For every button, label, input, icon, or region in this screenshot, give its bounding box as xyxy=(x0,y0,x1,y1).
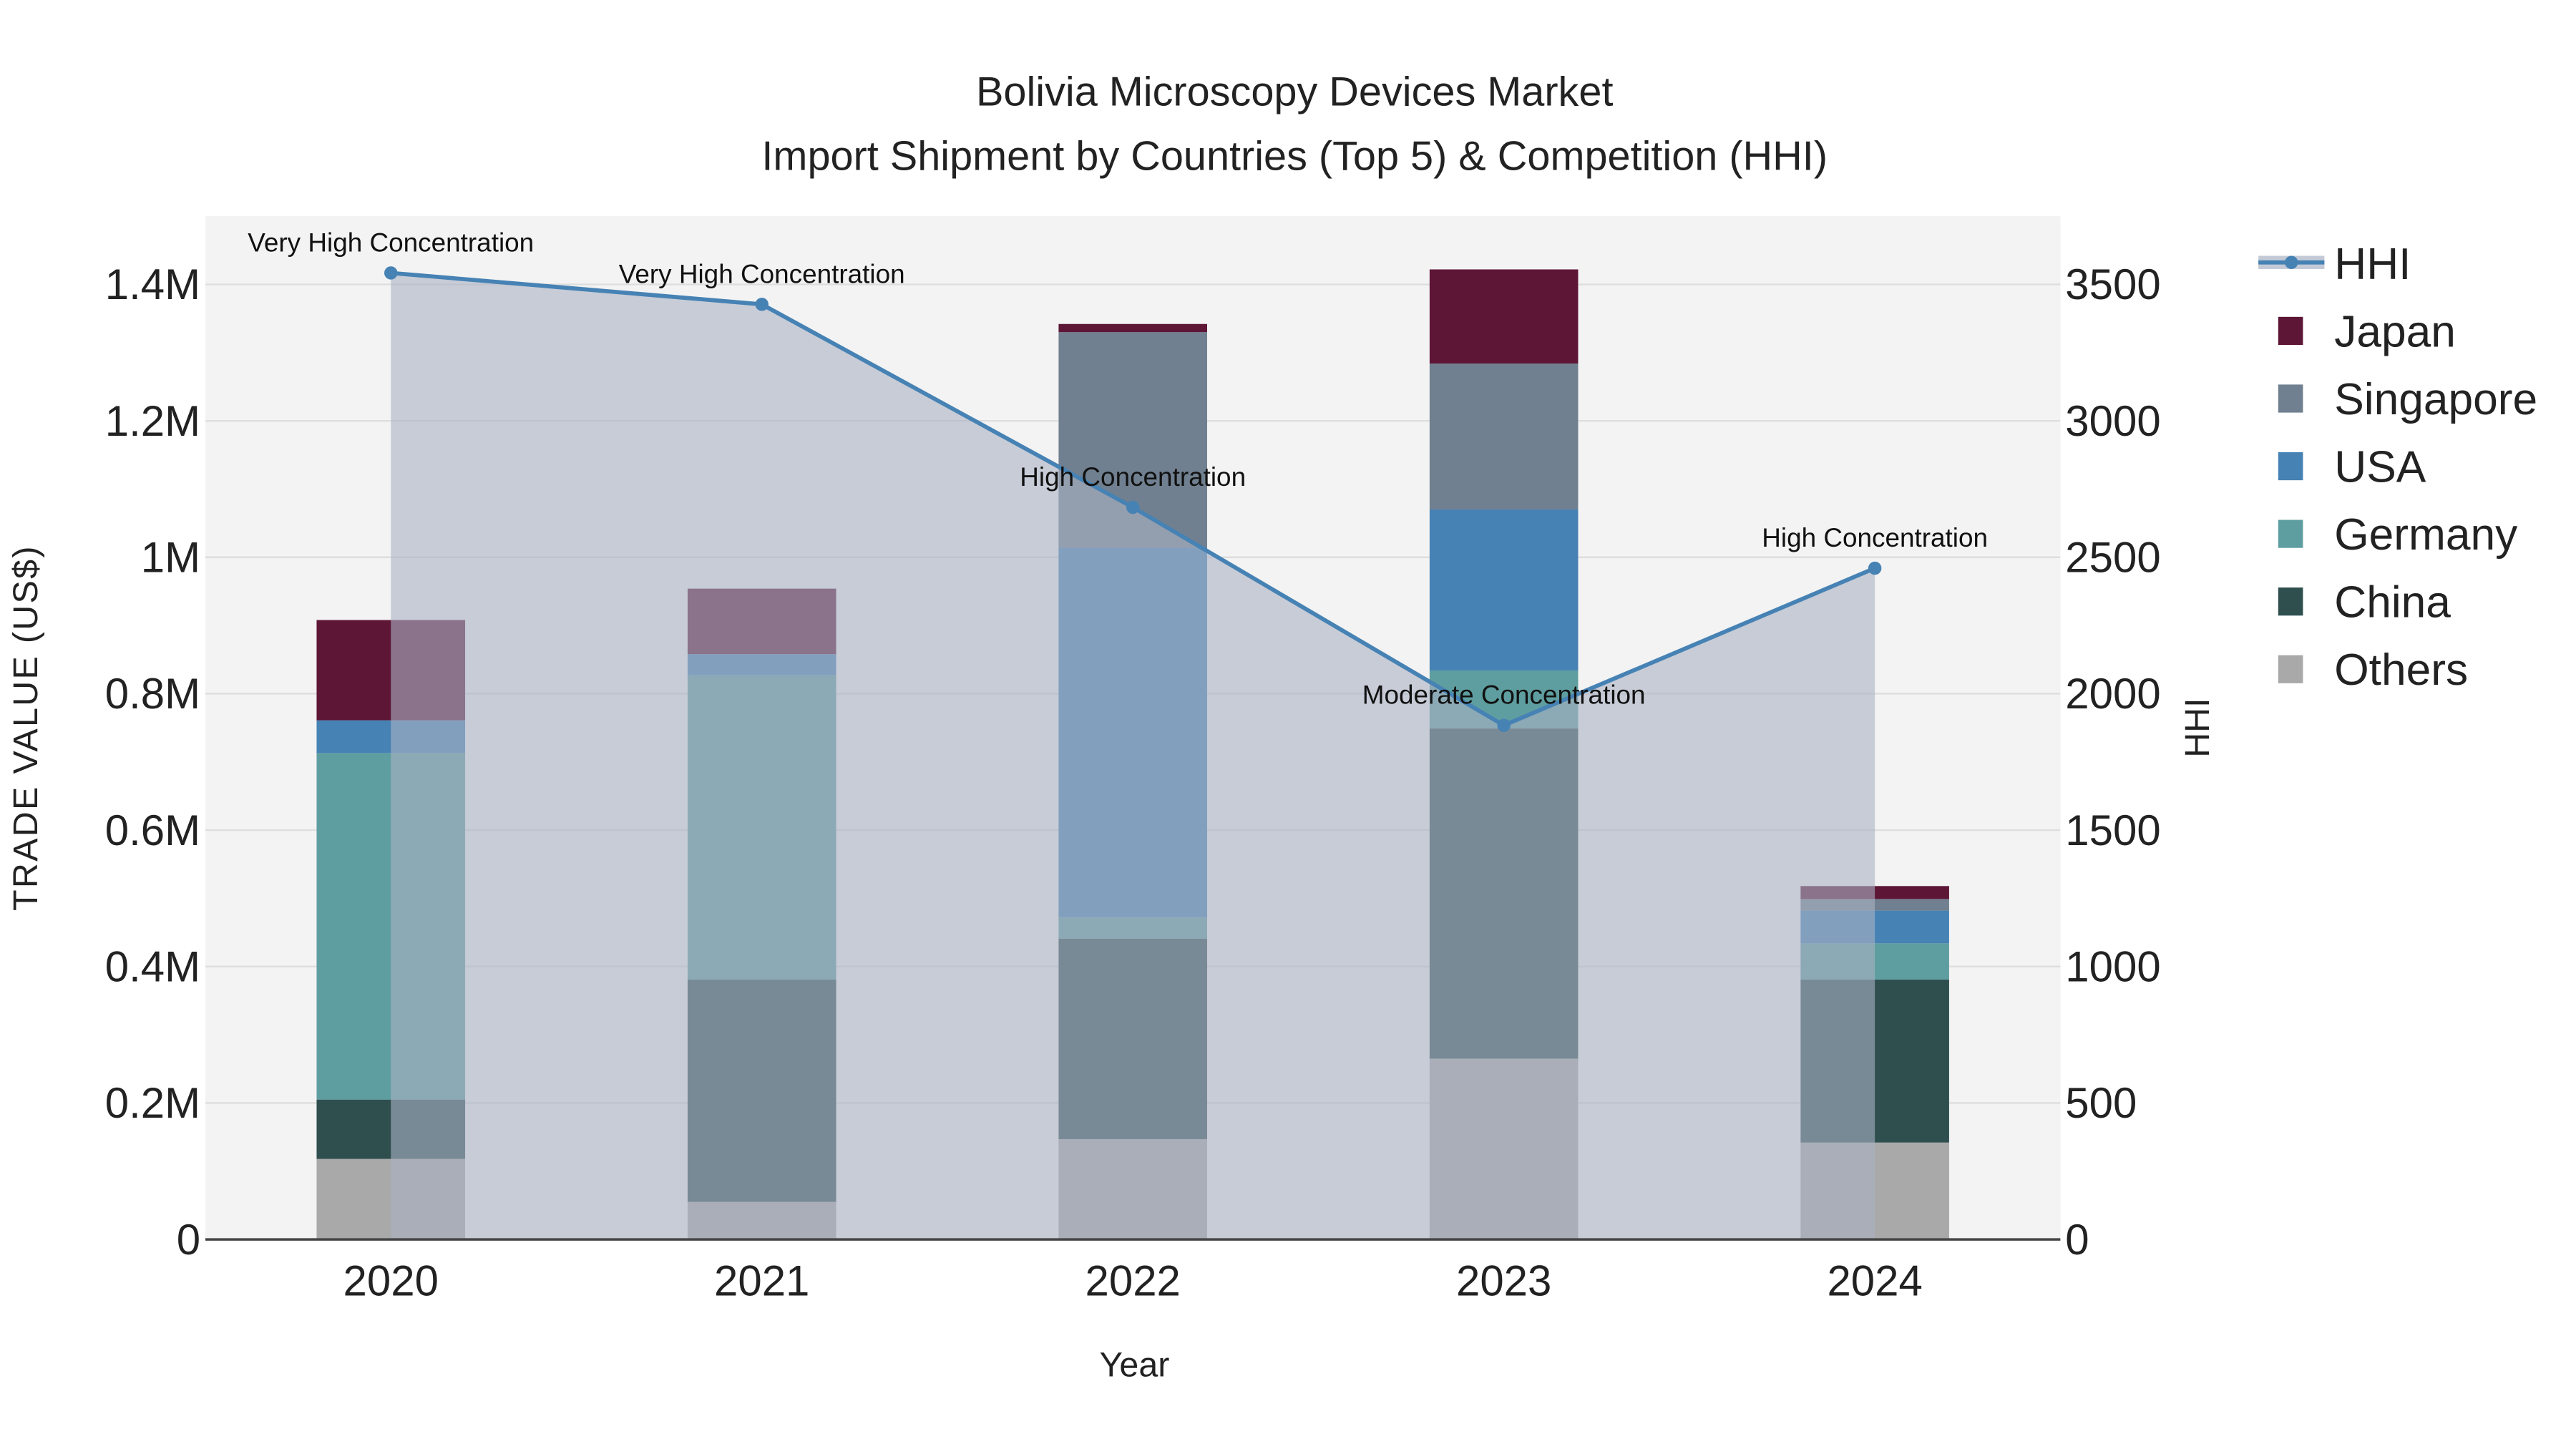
chart-subtitle: Import Shipment by Countries (Top 5) & C… xyxy=(761,134,1828,180)
bar-japan xyxy=(1429,269,1579,364)
legend-swatch xyxy=(2278,452,2303,481)
legend-item-singapore: Singapore xyxy=(2278,375,2537,424)
hhi-annotation: High Concentration xyxy=(1762,523,1988,552)
legend-label: Singapore xyxy=(2334,375,2537,424)
y-axis-title: TRADE VALUE (US$) xyxy=(6,545,45,911)
legend-swatch xyxy=(2278,316,2303,346)
legend-swatch xyxy=(2278,587,2303,616)
y-tick-label: 0.8M xyxy=(105,670,200,718)
hhi-point xyxy=(1497,718,1511,732)
legend-label: China xyxy=(2334,578,2451,628)
y2-tick-label: 0 xyxy=(2065,1216,2089,1264)
x-tick-label: 2023 xyxy=(1456,1257,1551,1305)
hhi-annotation: High Concentration xyxy=(1020,462,1246,492)
legend-swatch xyxy=(2278,384,2303,413)
x-tick-label: 2020 xyxy=(343,1257,439,1305)
legend-item-hhi: HHI xyxy=(2258,240,2411,289)
bar-singapore xyxy=(1429,364,1579,510)
legend-label: USA xyxy=(2334,442,2426,492)
hhi-annotation: Moderate Concentration xyxy=(1362,680,1646,710)
y-tick-label: 0.2M xyxy=(105,1079,200,1127)
hhi-annotation: Very High Concentration xyxy=(248,228,534,257)
legend-label: Others xyxy=(2334,645,2468,695)
x-axis-title: Year xyxy=(1100,1346,1170,1385)
y-tick-label: 0.6M xyxy=(105,806,200,854)
legend-label: Japan xyxy=(2334,307,2456,356)
hhi-annotation: Very High Concentration xyxy=(619,259,905,288)
hhi-point xyxy=(384,266,398,280)
hhi-point xyxy=(1868,561,1882,575)
legend-label: HHI xyxy=(2334,240,2411,289)
y-tick-label: 0 xyxy=(177,1216,200,1264)
legend-marker-icon xyxy=(2285,255,2298,269)
legend-item-germany: Germany xyxy=(2278,510,2518,560)
legend-swatch xyxy=(2278,655,2303,683)
bar-japan xyxy=(1058,323,1207,333)
legend-item-usa: USA xyxy=(2278,442,2426,492)
hhi-point xyxy=(1126,500,1140,514)
y2-tick-label: 1000 xyxy=(2065,943,2160,991)
y2-axis-title: HHI xyxy=(2178,698,2217,757)
x-tick-label: 2021 xyxy=(714,1257,809,1305)
legend-swatch xyxy=(2278,519,2303,548)
y-tick-label: 0.4M xyxy=(105,943,200,991)
y-tick-label: 1.4M xyxy=(105,260,200,308)
hhi-point xyxy=(755,298,769,311)
legend-item-japan: Japan xyxy=(2278,307,2456,356)
y2-tick-label: 3000 xyxy=(2065,397,2160,445)
y-tick-label: 1.2M xyxy=(105,397,200,445)
y2-tick-label: 2500 xyxy=(2065,534,2160,582)
y2-tick-label: 1500 xyxy=(2065,806,2160,854)
y2-tick-label: 2000 xyxy=(2065,670,2160,718)
x-tick-label: 2024 xyxy=(1827,1257,1922,1305)
legend-item-china: China xyxy=(2278,578,2451,628)
x-tick-label: 2022 xyxy=(1085,1257,1181,1305)
y2-tick-label: 500 xyxy=(2065,1079,2137,1127)
hhi-area xyxy=(391,273,1875,1240)
legend-label: Germany xyxy=(2334,510,2518,560)
bar-usa xyxy=(1429,509,1579,671)
y2-tick-label: 3500 xyxy=(2065,260,2160,308)
legend-item-others: Others xyxy=(2278,645,2468,695)
chart-title: Bolivia Microscopy Devices Market xyxy=(976,69,1613,115)
y-tick-label: 1M xyxy=(141,534,200,582)
